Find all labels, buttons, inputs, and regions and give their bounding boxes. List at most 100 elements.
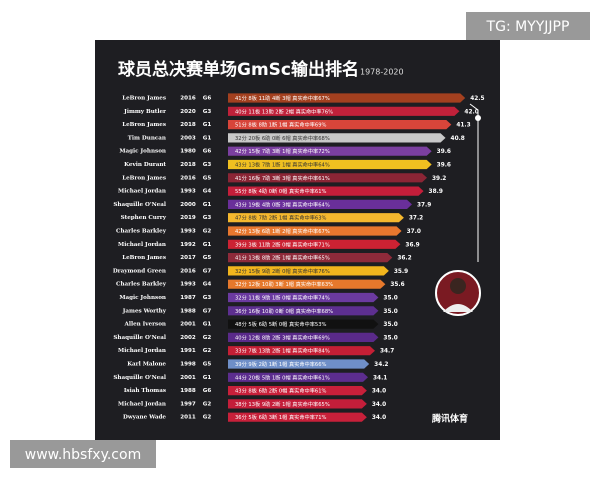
bar-stats: 44分 20板 5助 1断 0帽 真实命中率61% (235, 373, 330, 381)
game: G3 (203, 215, 212, 221)
year: 2001 (180, 375, 196, 381)
bar-stats: 32分 20板 6助 0断 6帽 真实命中率68% (235, 134, 330, 142)
game: G2 (203, 348, 212, 354)
player-name: Tim Duncan (128, 135, 166, 141)
bar-stats: 32分 15板 9助 2断 0帽 真实命中率76% (235, 267, 330, 275)
player-name: LeBron James (122, 175, 166, 181)
game: G1 (203, 135, 212, 141)
game: G2 (203, 401, 212, 407)
year: 2017 (180, 255, 196, 261)
player-name: Magic Johnson (119, 295, 166, 301)
year: 1992 (180, 242, 196, 248)
chart-subtitle: 1978-2020 (360, 68, 404, 77)
year: 1991 (180, 348, 196, 354)
value-label: 39.6 (437, 149, 451, 155)
game: G2 (203, 229, 212, 235)
game: G6 (203, 149, 212, 155)
year: 1998 (180, 362, 196, 368)
bar (228, 306, 379, 316)
year: 1993 (180, 229, 196, 235)
value-label: 34.2 (374, 362, 388, 368)
game: G5 (203, 175, 212, 181)
bar (228, 146, 432, 156)
game: G5 (203, 255, 212, 261)
bar (228, 319, 379, 329)
player-name: Michael Jordan (118, 242, 166, 248)
year: 2002 (180, 335, 196, 341)
value-label: 34.0 (372, 415, 386, 421)
game: G3 (203, 109, 212, 115)
year: 1980 (180, 149, 196, 155)
player-name: Charles Barkley (116, 282, 167, 288)
bar (228, 93, 466, 103)
bar-stats: 41分 16板 7助 3断 3帽 真实命中率61% (235, 174, 330, 182)
bar (228, 239, 401, 249)
year: 2016 (180, 175, 196, 181)
bar-stats: 42分 13板 6助 1断 2帽 真实命中率67% (235, 227, 330, 235)
game: G7 (203, 268, 212, 274)
value-label: 35.0 (383, 296, 397, 302)
player-name: Isiah Thomas (124, 388, 166, 394)
value-label: 34.1 (373, 375, 387, 381)
game: G1 (203, 242, 212, 248)
bar (228, 159, 432, 170)
game: G1 (203, 375, 212, 381)
year: 2016 (180, 268, 196, 274)
bar-stats: 33分 7板 13助 2断 1帽 真实命中率84% (235, 347, 330, 355)
value-label: 34.0 (372, 389, 386, 395)
bar (228, 332, 379, 342)
bar-stats: 39分 3板 11助 2断 0帽 真实命中率71% (235, 240, 330, 248)
bar-stats: 55分 8板 4助 0断 0帽 真实命中率61% (235, 187, 327, 195)
player-name: LeBron James (122, 255, 166, 261)
value-label: 36.9 (405, 242, 419, 248)
year: 2011 (180, 415, 196, 421)
year: 1988 (180, 388, 196, 394)
player-name: Michael Jordan (118, 348, 166, 354)
bar (228, 213, 404, 223)
bar (228, 399, 367, 409)
game: G2 (203, 415, 212, 421)
player-name: Kevin Durant (124, 162, 166, 168)
bar (228, 199, 412, 209)
bar-stats: 42分 15板 7助 3断 1帽 真实命中率72% (235, 147, 330, 155)
watermark-box (466, 12, 590, 40)
value-label: 39.6 (437, 163, 451, 169)
value-label: 35.0 (383, 309, 397, 315)
bar (228, 292, 379, 303)
game: G1 (203, 322, 212, 328)
bar (228, 226, 402, 236)
value-label: 35.9 (394, 269, 408, 275)
value-label: 39.2 (432, 176, 446, 182)
year: 2000 (180, 202, 196, 208)
player-name: Dwyane Wade (123, 415, 166, 421)
bar-stats: 39分 9板 2助 1断 1帽 真实命中率66% (235, 360, 327, 368)
value-label: 37.0 (407, 229, 421, 235)
year: 1997 (180, 401, 196, 407)
game: G5 (203, 362, 212, 368)
player-name: Jimmy Butler (123, 109, 166, 115)
year: 2001 (180, 322, 196, 328)
player-name: Shaquille O'Neal (113, 202, 166, 208)
bar (228, 346, 375, 356)
value-label: 37.9 (417, 202, 431, 208)
bar (228, 106, 460, 116)
bar (228, 359, 370, 369)
player-name: LeBron James (122, 96, 166, 102)
bar-stats: 47分 8板 7助 2断 1帽 真实命中率63% (235, 214, 327, 222)
watermark: TG: MYYJJPP (486, 19, 570, 35)
player-name: Shaquille O'Neal (113, 375, 166, 381)
year: 2019 (180, 215, 196, 221)
year: 2016 (180, 96, 196, 102)
bar-stats: 48分 5板 6助 5断 0帽 真实命中率53% (235, 320, 327, 328)
bar-stats: 41分 8板 11助 4断 3帽 真实命中率67% (235, 94, 330, 102)
value-label: 35.6 (390, 282, 404, 288)
bar-stats: 43分 19板 4助 0断 3帽 真实命中率64% (235, 200, 330, 208)
player-name: LeBron James (122, 122, 166, 128)
bar-stats: 41分 13板 8助 2断 1帽 真实命中率65% (235, 254, 330, 262)
year: 1993 (180, 282, 196, 288)
year: 2018 (180, 122, 196, 128)
game: G2 (203, 335, 212, 341)
year: 1993 (180, 189, 196, 195)
bar-stats: 32分 12板 10助 3断 1帽 真实命中率63% (235, 280, 333, 288)
